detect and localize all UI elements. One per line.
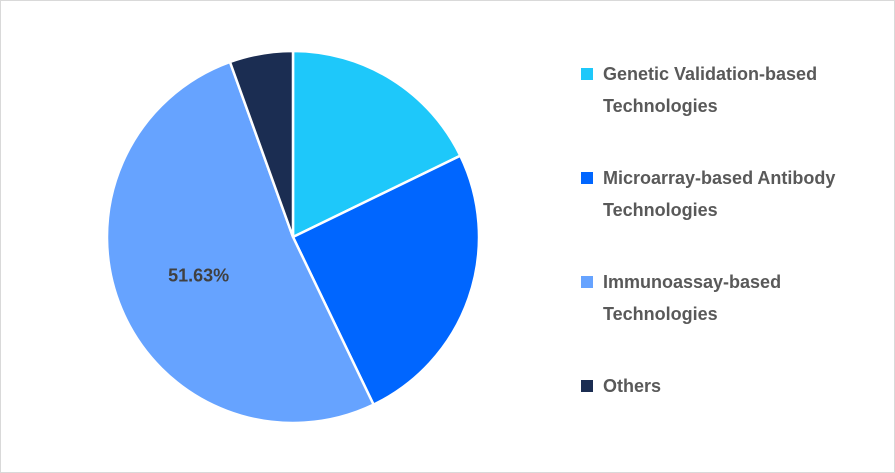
legend-label: Genetic Validation-based Technologies [603,64,818,116]
data-label: 51.63% [168,265,229,285]
legend-item: Microarray-based Antibody Technologies [581,167,888,226]
legend-label: Others [603,376,662,396]
legend-swatch [581,276,593,288]
legend-swatch [581,172,593,184]
pie-slice [291,154,481,407]
legend-label: Microarray-based Antibody Technologies [603,168,836,220]
legend-label: Immunoassay-based Technologies [603,272,782,324]
pie-slice [291,49,462,239]
legend-swatch [581,380,593,392]
pie-slice [105,60,376,425]
legend-item: Genetic Validation-based Technologies [581,63,888,122]
legend-item: Immunoassay-based Technologies [581,271,888,330]
legend-swatch [581,68,593,80]
pie-slice [228,49,295,238]
legend-item: Others [581,375,888,402]
